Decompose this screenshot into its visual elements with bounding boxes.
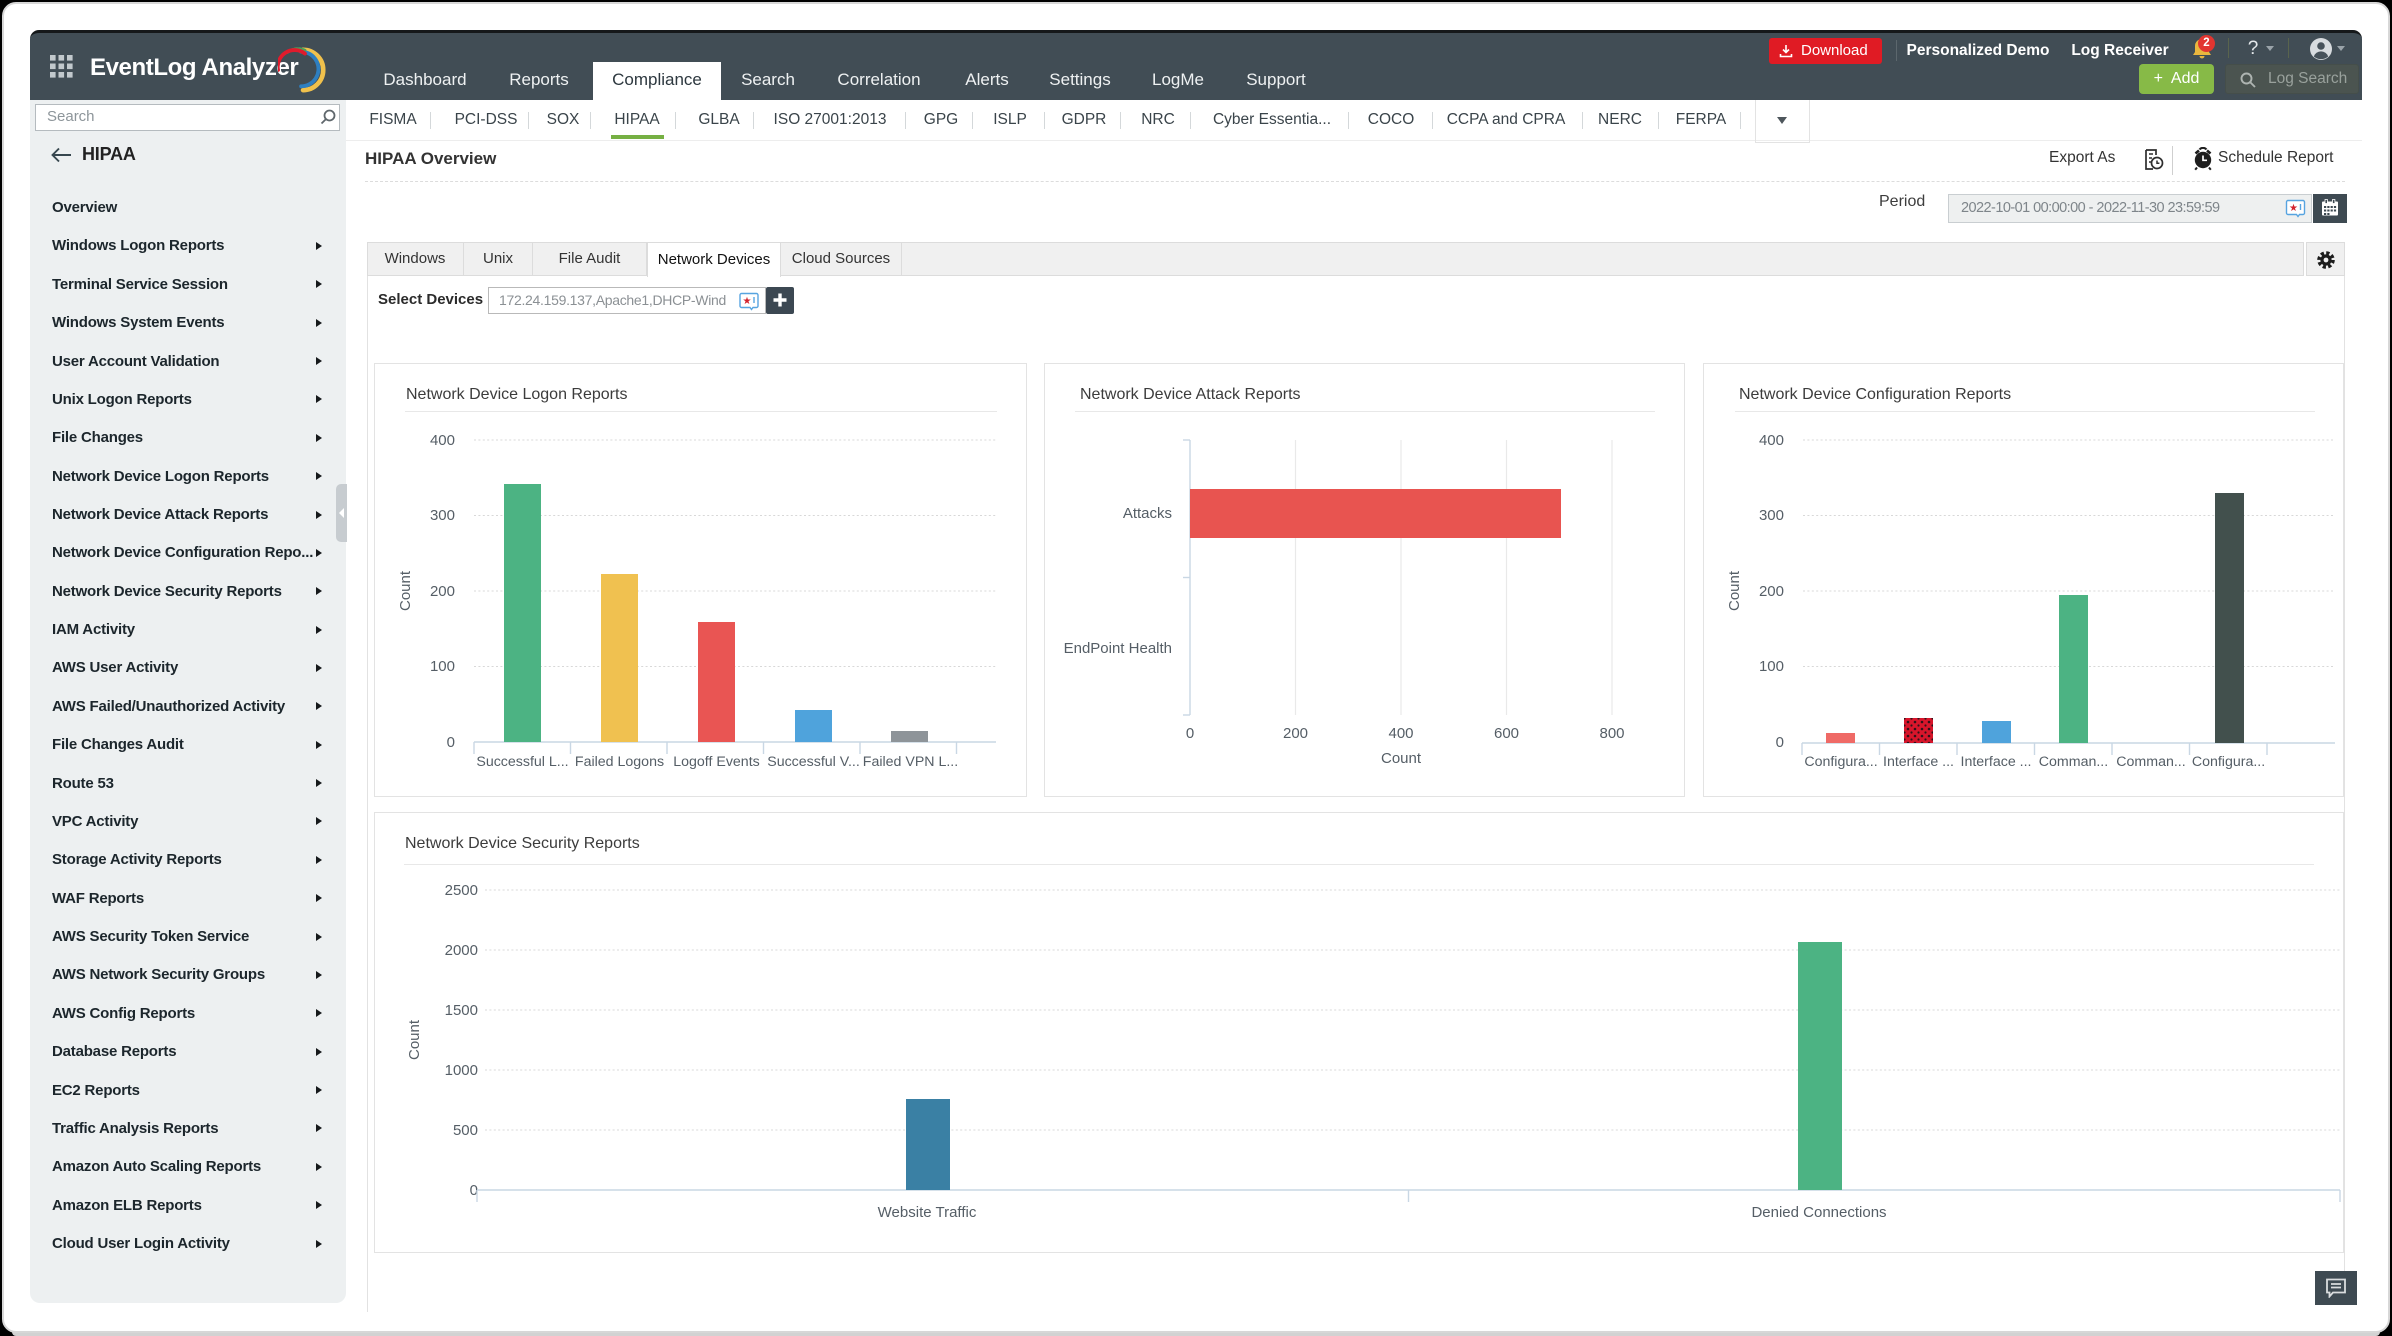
svg-text:500: 500 <box>453 1122 478 1139</box>
svg-text:0: 0 <box>1776 734 1784 751</box>
svg-text:Failed Logons: Failed Logons <box>575 754 664 770</box>
svg-text:Interface ...: Interface ... <box>1961 754 2032 770</box>
svg-text:Count: Count <box>397 570 414 611</box>
svg-text:EndPoint Health: EndPoint Health <box>1064 640 1172 657</box>
svg-text:0: 0 <box>447 734 455 751</box>
svg-text:★: ★ <box>743 296 752 307</box>
svg-text:100: 100 <box>430 658 455 675</box>
svg-text:Logoff Events: Logoff Events <box>673 754 760 770</box>
svg-text:Website Traffic: Website Traffic <box>878 1204 977 1221</box>
svg-text:Successful V...: Successful V... <box>767 754 860 770</box>
svg-text:Failed VPN L...: Failed VPN L... <box>863 754 958 770</box>
svg-text:Interface ...: Interface ... <box>1883 754 1954 770</box>
svg-text:600: 600 <box>1494 725 1519 742</box>
svg-text:1500: 1500 <box>445 1002 478 1019</box>
svg-text:Configura...: Configura... <box>2192 754 2265 770</box>
svg-text:Count: Count <box>406 1019 423 1060</box>
svg-text:Configura...: Configura... <box>1804 754 1877 770</box>
svg-text:Comman...: Comman... <box>2039 754 2108 770</box>
svg-text:200: 200 <box>1283 725 1308 742</box>
svg-text:Successful L...: Successful L... <box>476 754 568 770</box>
svg-text:Denied Connections: Denied Connections <box>1751 1204 1886 1221</box>
svg-text:400: 400 <box>1388 725 1413 742</box>
svg-text:200: 200 <box>1759 583 1784 600</box>
svg-text:Comman...: Comman... <box>2116 754 2185 770</box>
svg-text:2000: 2000 <box>445 942 478 959</box>
svg-text:Attacks: Attacks <box>1123 505 1172 522</box>
svg-text:300: 300 <box>430 507 455 524</box>
svg-text:Count: Count <box>1381 750 1422 767</box>
svg-text:0: 0 <box>470 1182 478 1199</box>
svg-text:★: ★ <box>2289 203 2298 214</box>
svg-text:1000: 1000 <box>445 1062 478 1079</box>
svg-text:800: 800 <box>1599 725 1624 742</box>
svg-text:0: 0 <box>1186 725 1194 742</box>
svg-text:2500: 2500 <box>445 882 478 899</box>
svg-text:Count: Count <box>1726 570 1743 611</box>
svg-text:300: 300 <box>1759 507 1784 524</box>
svg-text:100: 100 <box>1759 658 1784 675</box>
svg-text:400: 400 <box>1759 432 1784 449</box>
svg-text:400: 400 <box>430 432 455 449</box>
svg-text:200: 200 <box>430 583 455 600</box>
